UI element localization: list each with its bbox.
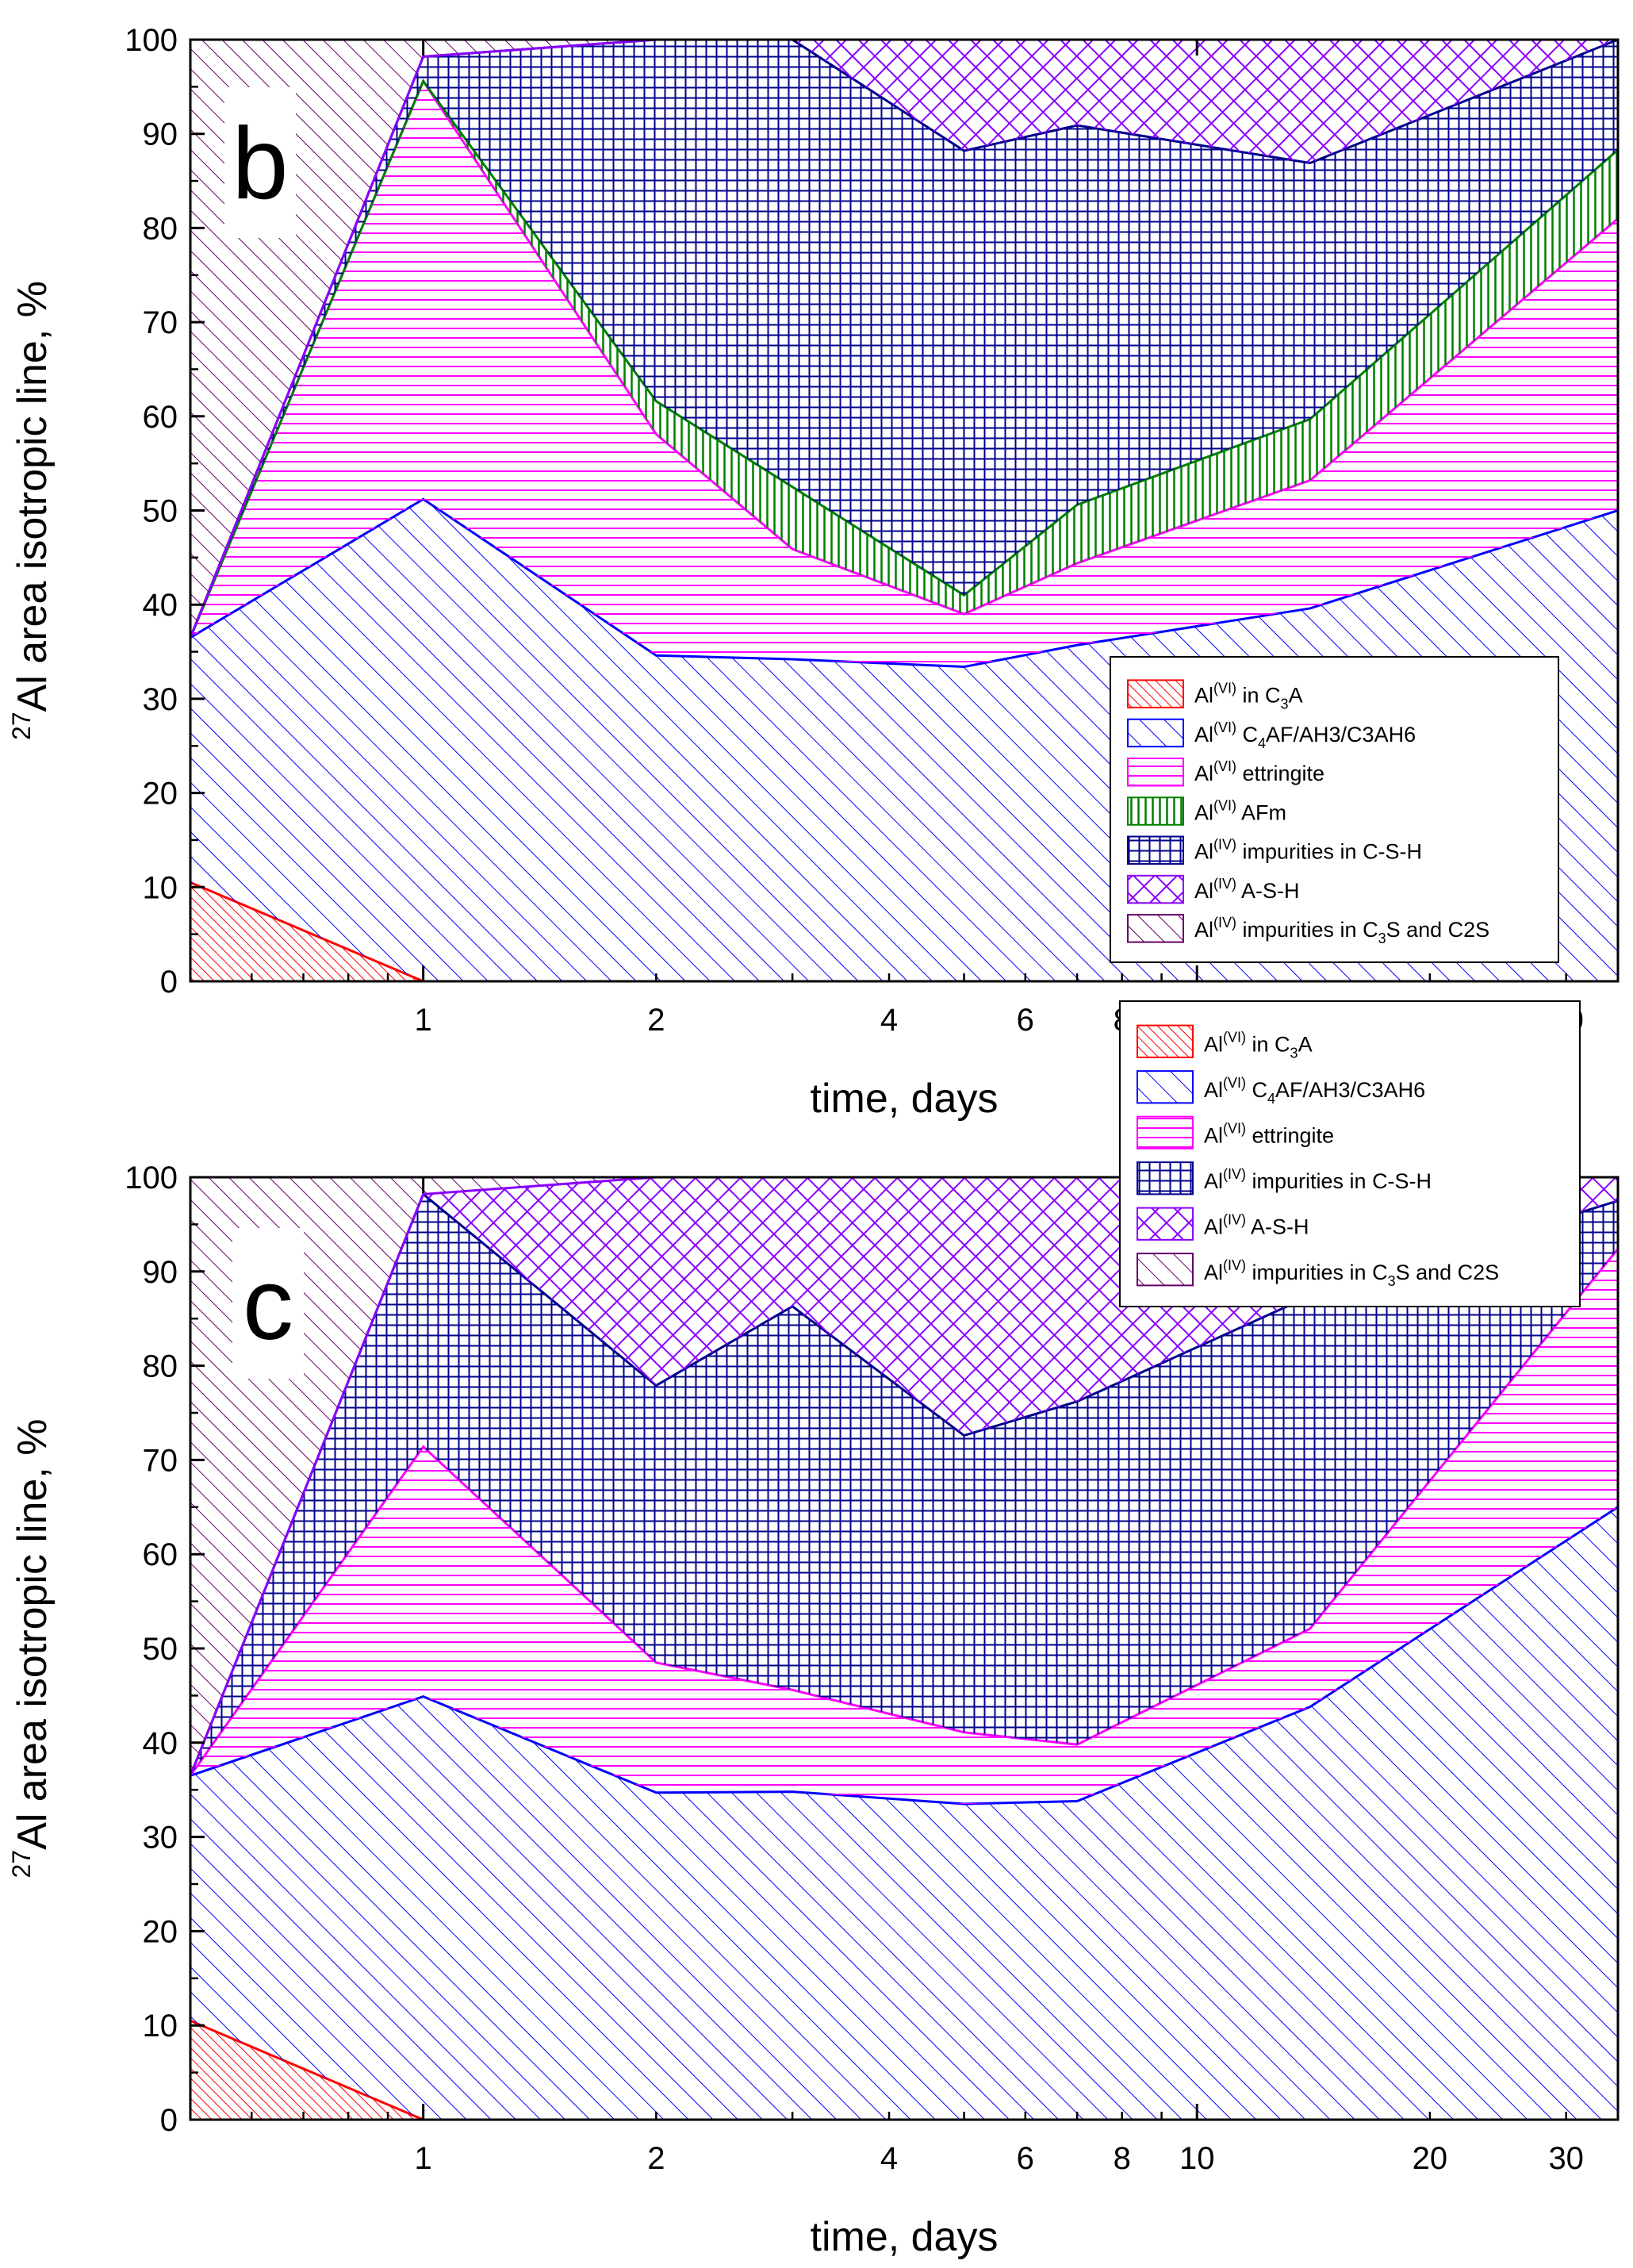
x-tick-label: 2 xyxy=(647,2141,665,2176)
legend-swatch xyxy=(1127,835,1184,865)
y-axis-label: 27Al area isotropic line, % xyxy=(7,1419,56,1878)
legend-swatch xyxy=(1137,1253,1194,1287)
legend-entry: Al(VI) in C3A xyxy=(1194,680,1303,712)
x-axis-label: time, days xyxy=(811,1076,999,1122)
x-tick-label: 4 xyxy=(880,2141,898,2176)
y-tick-label: 20 xyxy=(143,1914,178,1949)
y-axis-label-isotope: 27 xyxy=(7,1850,36,1878)
legend-swatch xyxy=(1137,1207,1194,1241)
x-tick-label: 1 xyxy=(415,2141,432,2176)
panel-label: b xyxy=(232,107,288,221)
y-tick-label: 50 xyxy=(143,1632,178,1667)
y-tick-label: 30 xyxy=(143,1821,178,1855)
y-axis-label-isotope: 27 xyxy=(7,712,36,740)
y-tick-label: 60 xyxy=(143,400,178,435)
area-hatch-fine-diag-0 xyxy=(190,882,1618,981)
x-tick-label: 8 xyxy=(1114,2141,1131,2176)
x-axis: 1 2 4 6 8 10 20 30 xyxy=(250,1177,1584,2176)
y-tick-label: 30 xyxy=(143,682,178,717)
legend-box xyxy=(1119,1000,1581,1307)
y-tick-label: 0 xyxy=(160,2103,178,2138)
legend-entry: Al(VI) ettringite xyxy=(1204,1120,1334,1147)
y-tick-label: 60 xyxy=(143,1537,178,1572)
area-boundary-line-1 xyxy=(190,1506,1618,1806)
y-tick-label: 20 xyxy=(143,777,178,812)
legend-entry: Al(VI) C4AF/AH3/C3AH6 xyxy=(1204,1075,1425,1107)
panel-label: c xyxy=(243,1248,293,1361)
y-tick-label: 10 xyxy=(143,2009,178,2044)
y-tick-label: 100 xyxy=(125,23,178,58)
y-tick-label: 90 xyxy=(143,117,178,152)
area-hatch-diag-1 xyxy=(190,1506,1618,2120)
y-tick-label: 0 xyxy=(160,965,178,1000)
panel-label-box xyxy=(232,1228,304,1379)
legend-entry: Al(IV) impurities in C-S-H xyxy=(1204,1166,1432,1193)
legend-entry: Al(VI) AFm xyxy=(1194,797,1286,824)
x-tick-label: 6 xyxy=(1017,1003,1034,1038)
legend: Al(VI) in C3A Al(VI) C4AF/AH3/C3AH6 Al(VI)… xyxy=(1110,656,1559,963)
x-axis-label: time, days xyxy=(811,2214,999,2260)
legend-entry: Al(IV) impurities in C-S-H xyxy=(1194,837,1422,864)
y-tick-label: 10 xyxy=(143,870,178,905)
legend-entry: Al(VI) in C3A xyxy=(1204,1029,1313,1061)
legend-swatch xyxy=(1137,1115,1194,1149)
y-axis-label-text: Al area isotropic line, % xyxy=(10,281,56,712)
legend-swatch xyxy=(1127,796,1184,826)
x-tick-label: 1 xyxy=(415,1003,432,1038)
area-hatch-grid-3 xyxy=(190,1194,1618,1776)
y-tick-label: 90 xyxy=(143,1255,178,1290)
x-tick-label: 4 xyxy=(880,1003,898,1038)
legend-swatch xyxy=(1127,757,1184,787)
y-axis-label-text: Al area isotropic line, % xyxy=(10,1419,56,1850)
legend-entry: Al(IV) A-S-H xyxy=(1204,1211,1309,1238)
area-hatch-fine-diag-0 xyxy=(190,2020,1618,2120)
x-tick-label: 30 xyxy=(1548,2141,1584,2176)
x-tick-label: 6 xyxy=(1017,2141,1034,2176)
legend-swatch xyxy=(1137,1070,1194,1104)
legend-entry: Al(VI) C4AF/AH3/C3AH6 xyxy=(1194,720,1416,751)
area-hatch-horiz-2 xyxy=(190,1249,1618,1805)
y-axis: 0 10 20 30 40 50 60 70 80 90 100 xyxy=(125,23,205,1000)
legend-box xyxy=(1110,656,1559,963)
legend-swatch xyxy=(1127,679,1184,708)
legend-swatch xyxy=(1127,874,1184,904)
area-hatch-diag-wide-6 xyxy=(190,40,1618,638)
legend-entry: Al(VI) ettringite xyxy=(1194,758,1324,785)
legend: Al(VI) in C3A Al(VI) C4AF/AH3/C3AH6 Al(VI)… xyxy=(1119,1000,1581,1307)
y-tick-label: 70 xyxy=(143,305,178,340)
y-tick-label: 40 xyxy=(143,1726,178,1761)
legend-entry: Al(IV) A-S-H xyxy=(1194,876,1300,903)
panel-label-box xyxy=(224,87,296,238)
area-hatch-grid-4 xyxy=(190,40,1618,638)
y-axis: 0 10 20 30 40 50 60 70 80 90 100 xyxy=(125,1161,205,2138)
y-tick-label: 100 xyxy=(125,1161,178,1195)
y-tick-label: 70 xyxy=(143,1443,178,1478)
x-tick-label: 20 xyxy=(1413,2141,1448,2176)
y-tick-label: 80 xyxy=(143,1349,178,1384)
legend-swatch xyxy=(1127,914,1184,943)
legend-swatch xyxy=(1137,1024,1194,1058)
x-tick-label: 10 xyxy=(1179,2141,1215,2176)
legend-swatch xyxy=(1127,718,1184,748)
legend-swatch xyxy=(1137,1161,1194,1195)
area-hatch-diag-wide-5 xyxy=(190,1177,1618,1776)
legend-entry: Al(IV) impurities in C3S and C2S xyxy=(1204,1257,1499,1289)
chart-panel-c: 0 10 20 30 40 50 60 70 80 90 100 1 2 4 6 8 10 20 30 time, d… xyxy=(7,1000,1620,2260)
y-tick-label: 40 xyxy=(143,588,178,623)
y-tick-label: 80 xyxy=(143,211,178,246)
area-layers xyxy=(190,1177,1618,2120)
y-axis-label: 27Al area isotropic line, % xyxy=(7,281,56,740)
area-hatch-horiz-2 xyxy=(190,81,1618,667)
x-tick-label: 2 xyxy=(647,1003,665,1038)
y-tick-label: 50 xyxy=(143,494,178,529)
legend-entry: Al(IV) impurities in C3S and C2S xyxy=(1194,915,1489,946)
